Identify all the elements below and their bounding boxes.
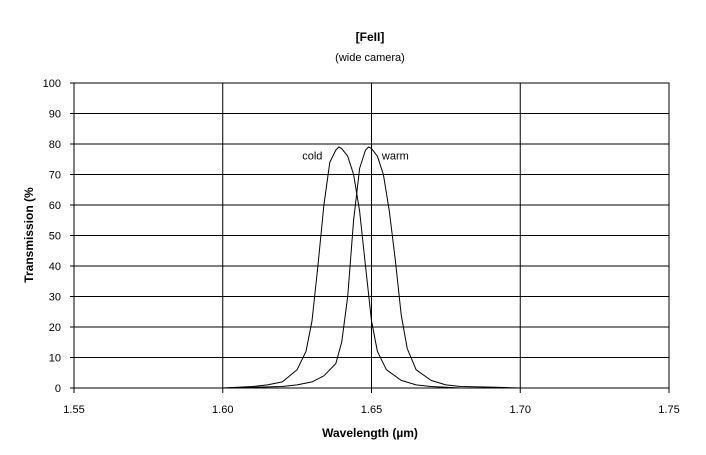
x-axis-ticks: 1.55 1.60 1.65 1.70 1.75 bbox=[63, 388, 680, 416]
y-tick-label: 0 bbox=[55, 383, 61, 395]
y-tick-label: 90 bbox=[49, 109, 61, 121]
gridlines bbox=[74, 83, 669, 388]
y-tick-label: 50 bbox=[49, 231, 61, 243]
y-tick-label: 30 bbox=[49, 292, 61, 304]
annotations: cold warm bbox=[302, 150, 409, 162]
y-tick-label: 80 bbox=[49, 139, 61, 151]
y-tick-label: 60 bbox=[49, 200, 61, 212]
y-axis-title: Transmission (% bbox=[22, 187, 36, 283]
chart-subtitle: (wide camera) bbox=[335, 52, 405, 64]
x-tick-label: 1.55 bbox=[63, 404, 84, 416]
y-tick-label: 40 bbox=[49, 261, 61, 273]
series-lines bbox=[74, 146, 669, 389]
chart-title: [FeII] bbox=[356, 30, 385, 44]
x-axis-title: Wavelength (µm) bbox=[322, 426, 418, 440]
y-tick-label: 20 bbox=[49, 322, 61, 334]
x-tick-label: 1.70 bbox=[510, 404, 531, 416]
y-tick-label: 70 bbox=[49, 170, 61, 182]
series-label-warm: warm bbox=[381, 150, 409, 162]
series-label-cold: cold bbox=[302, 150, 322, 162]
x-tick-label: 1.65 bbox=[361, 404, 382, 416]
y-tick-label: 100 bbox=[43, 78, 61, 90]
x-tick-label: 1.60 bbox=[212, 404, 233, 416]
series-line-cold bbox=[74, 146, 669, 389]
x-tick-label: 1.75 bbox=[658, 404, 679, 416]
series-line-warm bbox=[74, 146, 669, 389]
y-axis-ticks: 0 10 20 30 40 50 60 70 80 90 100 bbox=[43, 78, 74, 395]
y-tick-label: 10 bbox=[49, 353, 61, 365]
